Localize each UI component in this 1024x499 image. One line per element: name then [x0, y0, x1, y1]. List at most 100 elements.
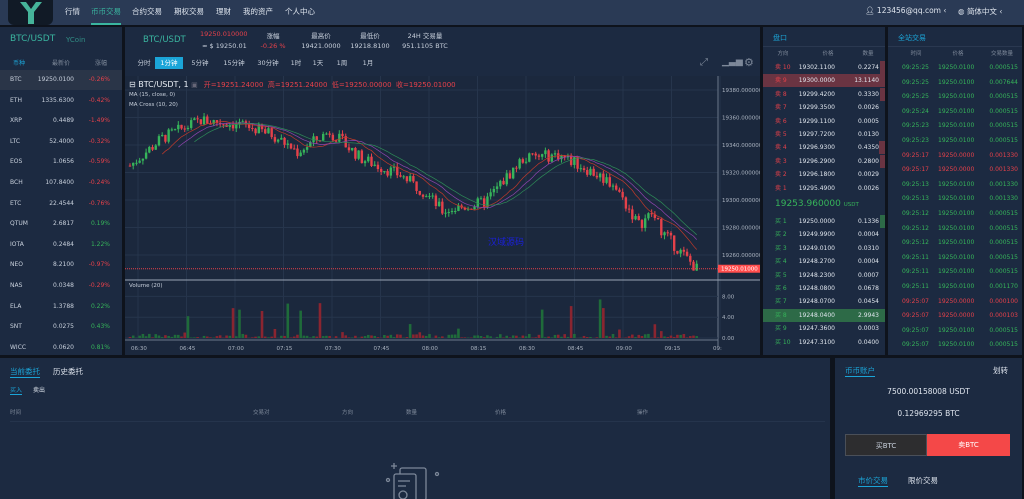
trade-price: 19250.0000 — [938, 166, 975, 174]
volume-tick: 4.00 — [722, 315, 735, 321]
market-row[interactable]: QTUM 2.6817 0.19% — [0, 214, 122, 234]
candle — [322, 133, 325, 141]
trade-amount: 0.000515 — [989, 268, 1018, 276]
sell-order-row[interactable]: 卖 9 19300.0000 13.1140 — [763, 74, 885, 88]
language-menu[interactable]: ◍ 简体中文 ‹ — [958, 7, 1003, 16]
nav-item[interactable]: 行情 — [65, 7, 80, 16]
sell-order-row[interactable]: 卖 3 19296.2900 0.2800 — [763, 154, 885, 168]
indicator-icon[interactable]: ▁▃▅ — [722, 57, 743, 67]
sell-order-row[interactable]: 卖 7 19299.3500 0.0026 — [763, 101, 885, 114]
kline-chart[interactable]: 19380.000000 19360.000000 19340.000000 1932… — [125, 76, 763, 355]
interval-button[interactable]: 1周 — [336, 59, 348, 67]
buy-order-row[interactable]: 买 3 19249.0100 0.0310 — [763, 242, 885, 255]
candle — [544, 150, 547, 155]
market-row[interactable]: NAS 0.0348 -0.29% — [0, 276, 122, 296]
tab-market-trade[interactable]: 市价交易 — [858, 476, 888, 487]
buy-order-row[interactable]: 买 10 19247.3100 0.0400 — [763, 336, 885, 349]
candle — [611, 185, 615, 187]
tab-current-orders[interactable]: 当前委托 — [10, 367, 40, 378]
order-price: 19249.0100 — [798, 244, 835, 252]
nav-item[interactable]: 合约交易 — [132, 7, 162, 16]
market-row[interactable]: BTC 19250.0100 -0.26% — [0, 70, 122, 90]
buy-btc-button[interactable]: 买BTC — [845, 434, 927, 456]
sell-order-row[interactable]: 卖 10 19302.1100 0.2274 — [763, 61, 885, 74]
market-row[interactable]: XRP 0.4489 -1.49% — [0, 111, 122, 131]
nav-item[interactable]: 期权交易 — [174, 7, 204, 16]
buy-order-row[interactable]: 买 8 19248.0400 2.9943 — [763, 308, 885, 322]
tab-order-history[interactable]: 历史委托 — [53, 367, 83, 376]
volume-bar — [653, 324, 657, 338]
buy-order-row[interactable]: 买 2 19249.9900 0.0004 — [763, 228, 885, 241]
candle — [547, 150, 550, 162]
subtab-buy[interactable]: 买入 — [10, 387, 23, 395]
col-change[interactable]: 涨幅 — [95, 60, 108, 67]
buy-order-row[interactable]: 买 4 19248.2700 0.0004 — [763, 255, 885, 268]
candle — [302, 149, 306, 153]
market-row[interactable]: LTC 52.4000 -0.32% — [0, 132, 122, 152]
interval-button[interactable]: 1天 — [312, 59, 324, 67]
nav-item[interactable]: 个人中心 — [285, 7, 315, 16]
price-tick: 19300.000000 — [722, 198, 760, 204]
market-row[interactable]: EOS 1.0656 -0.59% — [0, 152, 122, 172]
market-title: BTC/USDT — [10, 34, 56, 44]
interval-button[interactable]: 30分钟 — [257, 59, 279, 67]
sell-order-row[interactable]: 卖 6 19299.1100 0.0005 — [763, 115, 885, 128]
nav-item[interactable]: 理财 — [216, 7, 231, 16]
candle — [399, 175, 402, 177]
sell-order-row[interactable]: 卖 1 19295.4900 0.0026 — [763, 182, 885, 195]
candle — [502, 180, 505, 185]
logo[interactable] — [8, 0, 53, 25]
interval-button[interactable]: 1时 — [290, 59, 302, 67]
volume-bar — [164, 335, 167, 338]
trade-amount: 0.001330 — [989, 151, 1018, 159]
interval-button[interactable]: 5分钟 — [191, 59, 209, 67]
transfer-link[interactable]: 划转 — [993, 366, 1008, 375]
buy-order-row[interactable]: 买 6 19248.0800 0.0678 — [763, 282, 885, 295]
sell-order-row[interactable]: 卖 4 19296.9300 0.4350 — [763, 141, 885, 155]
depth-bar — [879, 87, 885, 101]
buy-order-row[interactable]: 买 5 19248.2300 0.0007 — [763, 269, 885, 282]
candle — [196, 118, 199, 120]
usdt-balance: 7500.00158008 USDT — [887, 387, 970, 396]
interval-button[interactable]: 分时 — [137, 59, 151, 67]
volume-bar — [656, 337, 660, 338]
volume-bar — [598, 299, 602, 338]
buy-order-row[interactable]: 买 1 19250.0000 0.1336 — [763, 215, 885, 228]
col-coin[interactable]: 币种 — [13, 60, 26, 67]
candle — [402, 176, 405, 178]
tab-limit-trade[interactable]: 限价交易 — [908, 476, 938, 485]
interval-button[interactable]: 15分钟 — [223, 59, 245, 67]
user-menu[interactable]: 👤︎ 123456@qq.com ‹ — [865, 6, 947, 15]
coin-change: -0.32% — [88, 137, 110, 145]
volume-bar — [457, 328, 460, 338]
sell-order-row[interactable]: 卖 2 19296.1800 0.0029 — [763, 168, 885, 181]
market-row[interactable]: NEO 8.2100 -0.97% — [0, 255, 122, 275]
col-price[interactable]: 最新价 — [52, 60, 71, 67]
market-row[interactable]: ETH 1335.6300 -0.42% — [0, 91, 122, 111]
candle — [325, 133, 328, 135]
market-row[interactable]: ELA 1.3788 0.22% — [0, 297, 122, 317]
nav-item[interactable]: 币币交易 — [91, 0, 121, 25]
nav-item[interactable]: 我的资产 — [243, 7, 273, 16]
settings-gear-icon[interactable]: ⚙ — [744, 56, 754, 69]
trade-time: 09:25:07 — [902, 326, 929, 334]
sell-order-row[interactable]: 卖 8 19299.4200 0.3330 — [763, 87, 885, 101]
sell-btc-button[interactable]: 卖BTC — [927, 434, 1010, 456]
interval-button[interactable]: 1分钟 — [155, 57, 183, 69]
buy-order-row[interactable]: 买 9 19247.3600 0.0003 — [763, 322, 885, 335]
sell-order-row[interactable]: 卖 5 19297.7200 0.0130 — [763, 128, 885, 141]
market-row[interactable]: BCH 107.8400 -0.24% — [0, 173, 122, 193]
buy-order-row[interactable]: 买 7 19248.0700 0.0454 — [763, 295, 885, 308]
market-row[interactable]: IOTA 0.2484 1.22% — [0, 235, 122, 255]
candle — [148, 146, 151, 153]
interval-button[interactable]: 1月 — [362, 59, 374, 67]
fullscreen-icon[interactable]: ⤢ — [700, 57, 708, 68]
symbol-settings-icon[interactable]: ▣ — [191, 81, 198, 89]
order-side: 卖 5 — [775, 131, 787, 138]
trade-amount: 0.000103 — [989, 312, 1018, 320]
market-row[interactable]: WICC 0.0620 0.81% — [0, 338, 122, 355]
orders-col-price: 价格 — [495, 410, 507, 416]
subtab-sell[interactable]: 卖出 — [33, 387, 46, 394]
market-row[interactable]: ETC 22.4544 -0.76% — [0, 194, 122, 214]
market-row[interactable]: SNT 0.0275 0.43% — [0, 317, 122, 337]
